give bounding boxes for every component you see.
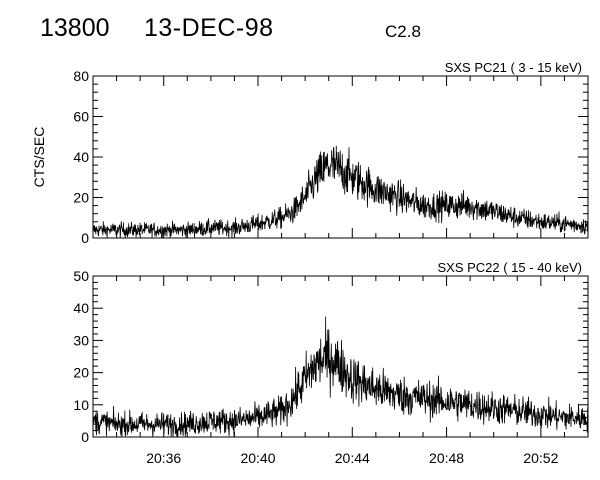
y-tick-label-pc22: 30 xyxy=(73,332,89,348)
panel-title-pc21: SXS PC21 ( 3 - 15 keV) xyxy=(445,60,582,75)
observation-date: 13-DEC-98 xyxy=(144,14,274,42)
x-tick-label: 20:48 xyxy=(429,450,464,466)
x-tick-label: 20:40 xyxy=(240,450,275,466)
y-tick-label-pc21: 20 xyxy=(73,190,89,206)
y-tick-label-pc22: 10 xyxy=(73,397,89,413)
y-axis-label: CTS/SEC xyxy=(31,127,47,188)
x-tick-label: 20:44 xyxy=(335,450,370,466)
y-tick-label-pc21: 0 xyxy=(81,230,89,246)
plot-frame-pc22 xyxy=(92,275,589,438)
x-tick-label: 20:36 xyxy=(146,450,181,466)
y-tick-label-pc22: 40 xyxy=(73,300,89,316)
y-tick-label-pc21: 60 xyxy=(73,109,89,125)
series-line-pc22 xyxy=(92,316,589,438)
y-tick-label-pc22: 50 xyxy=(73,268,89,284)
y-tick-label-pc21: 80 xyxy=(73,68,89,84)
y-tick-label-pc21: 40 xyxy=(73,149,89,165)
y-tick-label-pc22: 20 xyxy=(73,365,89,381)
event-id: 13800 xyxy=(40,14,110,42)
y-tick-label-pc22: 0 xyxy=(81,429,89,445)
x-tick-label: 20:52 xyxy=(523,450,558,466)
goes-class: C2.8 xyxy=(385,22,421,41)
series-line-pc21 xyxy=(92,145,589,239)
panel-title-pc22: SXS PC22 ( 15 - 40 keV) xyxy=(437,260,582,275)
